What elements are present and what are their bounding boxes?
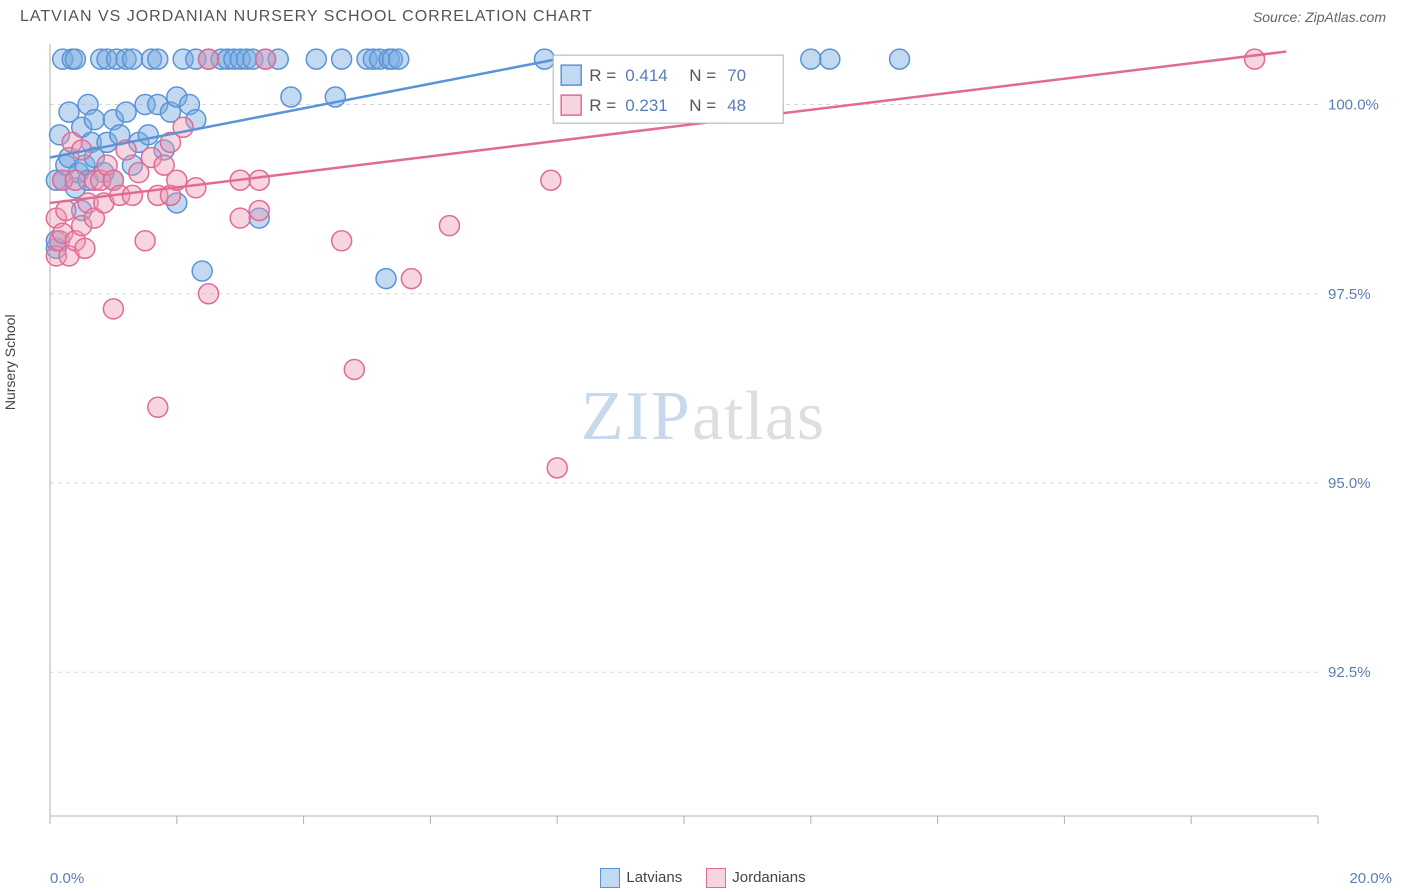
- svg-text:70: 70: [727, 66, 746, 85]
- svg-text:48: 48: [727, 96, 746, 115]
- svg-text:92.5%: 92.5%: [1328, 664, 1371, 681]
- chart-title: LATVIAN VS JORDANIAN NURSERY SCHOOL CORR…: [20, 8, 593, 26]
- svg-text:0.414: 0.414: [625, 66, 668, 85]
- legend-label-jordanians: Jordanians: [732, 869, 805, 886]
- x-axis-min-label: 0.0%: [50, 870, 84, 887]
- legend-swatch-jordanians: [706, 868, 726, 888]
- legend-item-latvians: Latvians: [600, 868, 682, 888]
- svg-text:R =: R =: [589, 66, 616, 85]
- legend-label-latvians: Latvians: [626, 869, 682, 886]
- svg-text:95.0%: 95.0%: [1328, 475, 1371, 492]
- svg-text:N =: N =: [689, 66, 716, 85]
- svg-text:R =: R =: [589, 96, 616, 115]
- bottom-legend: Latvians Jordanians: [600, 868, 805, 888]
- chart-source: Source: ZipAtlas.com: [1253, 9, 1386, 25]
- y-axis-label: Nursery School: [2, 314, 18, 410]
- svg-text:100.0%: 100.0%: [1328, 97, 1379, 114]
- legend-swatch-latvians: [600, 868, 620, 888]
- svg-text:0.231: 0.231: [625, 96, 668, 115]
- svg-text:N =: N =: [689, 96, 716, 115]
- x-axis-max-label: 20.0%: [1349, 870, 1392, 887]
- x-axis-footer: 0.0% Latvians Jordanians 20.0%: [0, 868, 1406, 888]
- legend-item-jordanians: Jordanians: [706, 868, 805, 888]
- scatter-chart: 92.5% 95.0% 97.5% 100.0% R = 0.414 N = 70 R = 0.2…: [18, 38, 1388, 862]
- svg-text:97.5%: 97.5%: [1328, 286, 1371, 303]
- chart-area: Nursery School 92.5%95.0%97.5%100.0%R =0…: [18, 38, 1388, 862]
